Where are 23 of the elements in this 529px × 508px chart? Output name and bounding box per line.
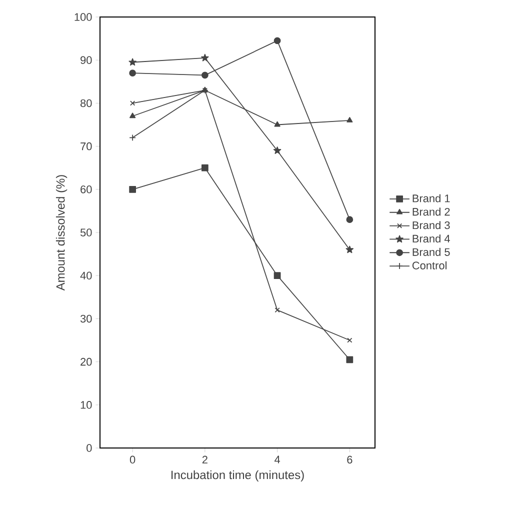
legend-label: Brand 2: [412, 208, 450, 216]
x-axis-title: Incubation time (minutes): [171, 470, 304, 482]
x-tick-label: 0: [130, 456, 136, 464]
legend-label: Brand 5: [412, 248, 450, 256]
y-tick-label: 90: [80, 56, 92, 64]
y-tick-label: 100: [74, 13, 92, 21]
x-tick-label: 4: [274, 456, 280, 464]
y-tick-label: 50: [80, 228, 92, 236]
x-tick-label: 2: [202, 456, 208, 464]
y-tick-label: 0: [86, 444, 92, 452]
y-tick-label: 30: [80, 314, 92, 323]
legend-label: Brand 4: [412, 234, 450, 243]
x-tick-label: 6: [347, 456, 352, 464]
y-axis-title: Amount dissolved (%): [56, 175, 68, 291]
y-tick-label: 40: [80, 272, 92, 280]
legend-label: Brand 3: [412, 221, 450, 230]
y-tick-label: 10: [80, 401, 92, 409]
y-tick-label: 80: [80, 99, 92, 108]
legend-label: Control: [412, 261, 447, 270]
y-tick-label: 20: [80, 358, 92, 366]
y-tick-label: 70: [80, 142, 92, 150]
y-tick-label: 60: [80, 186, 92, 194]
legend-label: Brand 1: [412, 194, 450, 202]
